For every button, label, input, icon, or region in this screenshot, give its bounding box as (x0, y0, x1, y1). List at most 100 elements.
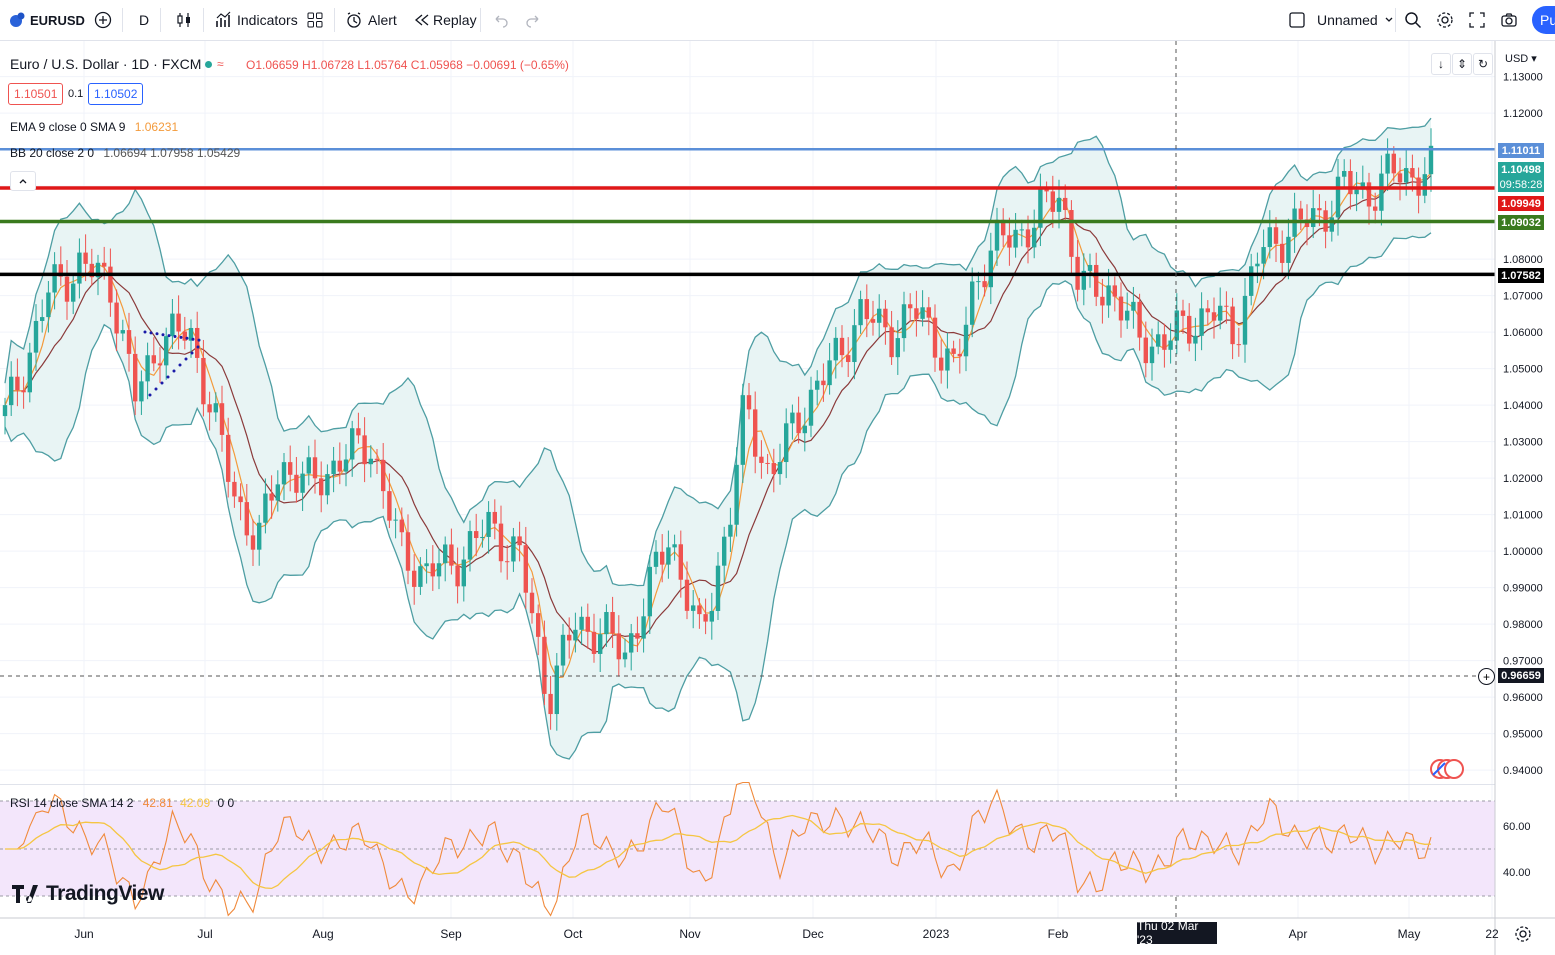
candle-body (443, 544, 448, 564)
layout-button[interactable]: Unnamed (1288, 8, 1394, 32)
candle-body (387, 491, 392, 521)
collapse-pane-button[interactable]: ⇕ (1452, 53, 1472, 75)
price-tick-label: 1.12000 (1503, 108, 1543, 120)
candle-body (71, 283, 76, 302)
candle-body (734, 464, 739, 525)
candle-body (1162, 334, 1167, 350)
indicators-icon (216, 11, 231, 27)
candle (765, 453, 770, 475)
candle-body (1242, 295, 1248, 345)
candle-body (604, 612, 609, 635)
candle (46, 281, 51, 333)
time-axis[interactable]: Jun Jul Aug Sep Oct Nov Dec 2023 Feb Apr May 22 (74, 927, 1499, 941)
candle-body (635, 633, 640, 639)
quick-search-button[interactable] (1404, 8, 1422, 32)
reset-pane-button[interactable]: ↻ (1473, 53, 1493, 75)
candle-body (170, 313, 175, 337)
collapse-legend-button[interactable] (10, 171, 36, 191)
candle (139, 370, 144, 415)
compare-button[interactable] (94, 8, 112, 32)
candle (77, 238, 82, 299)
candle (1069, 200, 1074, 276)
snapshot-button[interactable] (1500, 8, 1518, 32)
indicators-label: Indicators (237, 12, 298, 28)
candle-body (77, 252, 82, 284)
rsi-legend[interactable]: RSI 14 close SMA 14 2 42.81 42.09 0 0 (10, 796, 234, 810)
candle-body (1211, 312, 1217, 321)
candle (1199, 292, 1204, 351)
candle (480, 519, 485, 548)
symbol-search-button[interactable]: EURUSD (8, 8, 85, 32)
candle (728, 507, 733, 552)
candle-body (9, 376, 14, 406)
chevron-down-icon (1385, 17, 1393, 22)
pattern-dot (166, 375, 170, 379)
pattern-dot (185, 336, 189, 340)
redo-button[interactable] (524, 8, 542, 32)
candle (517, 521, 522, 562)
candle (994, 207, 1000, 267)
sell-button[interactable]: 1.10501 (8, 83, 64, 105)
candle (1410, 154, 1415, 192)
tradingview-logo[interactable]: TradingView (12, 882, 164, 906)
candle-body (622, 652, 628, 660)
currency-label: USD (1505, 53, 1529, 65)
undo-icon (495, 15, 508, 28)
currency-selector[interactable]: USD ▾ (1505, 53, 1537, 65)
settings-button[interactable] (1436, 8, 1454, 32)
time-axis-settings-button[interactable] (1514, 925, 1532, 943)
replay-button[interactable]: Replay (413, 8, 477, 32)
chart-type-button[interactable] (175, 8, 193, 32)
candle-body (883, 308, 888, 328)
candle-body (21, 390, 26, 393)
candle-body (598, 634, 603, 654)
candle-body (232, 481, 237, 497)
publish-button[interactable]: Pu (1532, 6, 1555, 34)
candle-body (1373, 206, 1378, 211)
candle-body (164, 336, 169, 366)
price-tick-label: 0.95000 (1503, 729, 1543, 741)
candle (591, 613, 597, 663)
candle-body (585, 616, 590, 632)
interval-label: D (139, 12, 150, 28)
indicators-button[interactable]: Indicators (215, 8, 298, 32)
candle (21, 376, 26, 409)
candle-body (939, 357, 944, 371)
scroll-down-button[interactable]: ↓ (1431, 53, 1451, 75)
candle (641, 598, 646, 653)
candle-body (182, 331, 187, 341)
candle (1044, 181, 1049, 203)
undo-button[interactable] (492, 8, 510, 32)
candle (133, 336, 138, 416)
chart-canvas[interactable]: 1.130001.120001.110001.100001.090001.080… (0, 41, 1555, 955)
candle (616, 615, 621, 677)
candle-body (616, 633, 621, 660)
alert-button[interactable]: Alert (345, 8, 397, 32)
blue-line-tag: 1.11011 (1498, 143, 1544, 158)
candle (839, 325, 845, 368)
candle-body (1267, 227, 1272, 248)
rsi-band-background (0, 801, 1495, 896)
bb-legend[interactable]: BB 20 close 2 0 1.06694 1.07958 1.05429 (10, 146, 240, 160)
arrow-down-icon: ↓ (1438, 57, 1444, 71)
candle (653, 540, 659, 575)
square-icon (1289, 12, 1305, 28)
symbol-title: Euro / U.S. Dollar · 1D · FXCM (10, 56, 202, 72)
candle-body (560, 634, 566, 666)
economic-events-icon[interactable] (1429, 758, 1469, 780)
add-alert-plus-button[interactable]: + (1478, 668, 1495, 685)
candle-body (982, 281, 987, 288)
candle (734, 447, 739, 537)
ema-legend[interactable]: EMA 9 close 0 SMA 9 1.06231 (10, 120, 178, 134)
candle-body (753, 409, 758, 457)
candle-body (889, 327, 894, 358)
candle-body (1286, 236, 1291, 263)
candle-body (542, 636, 547, 694)
templates-button[interactable] (306, 8, 324, 32)
candle (269, 475, 274, 519)
fullscreen-button[interactable] (1468, 8, 1486, 32)
top-toolbar: EURUSD D Indicators Alert Replay Unnamed (0, 0, 1555, 41)
buy-button[interactable]: 1.10502 (88, 83, 144, 105)
interval-button[interactable]: D (139, 8, 149, 32)
triangle-pattern-drawing[interactable] (143, 330, 201, 397)
